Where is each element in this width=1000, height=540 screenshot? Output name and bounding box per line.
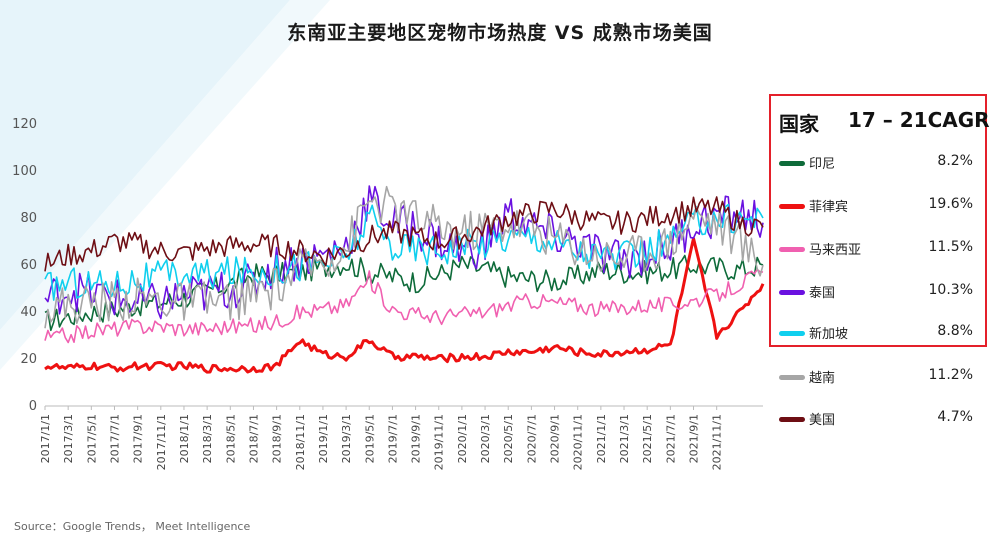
legend-swatch: [779, 290, 805, 295]
series-line-7: [44, 196, 764, 272]
y-tick-label: 40: [20, 305, 37, 320]
x-tick-label: 2021/7/1: [664, 414, 677, 463]
legend-swatch: [779, 417, 805, 422]
x-tick-label: 2017/3/1: [62, 414, 75, 463]
series-line-2: [44, 236, 765, 374]
legend-item: 菲律宾 19.6%: [779, 195, 979, 217]
legend-item: 印尼 8.2%: [779, 152, 979, 174]
legend-cagr-value: 8.8%: [937, 323, 973, 339]
x-tick-label: 2021/1/1: [595, 414, 608, 463]
x-tick-label: 2018/9/1: [271, 414, 284, 463]
legend-cagr-value: 4.7%: [937, 409, 973, 425]
x-tick-label: 2021/9/1: [688, 414, 701, 463]
legend-swatch: [779, 375, 805, 380]
legend-label: 新加坡: [809, 327, 849, 342]
legend-header-cagr: 17 – 21CAGR: [848, 108, 990, 132]
x-tick-label: 2017/7/1: [108, 414, 121, 463]
highlight-box: [769, 94, 987, 347]
x-tick-label: 2019/1/1: [317, 414, 330, 463]
y-tick-label: 60: [20, 258, 37, 273]
legend-item: 美国 4.7%: [779, 408, 979, 430]
y-tick-label: 120: [12, 117, 37, 132]
x-tick-label: 2020/1/1: [456, 414, 469, 463]
x-tick-label: 2017/5/1: [85, 414, 98, 463]
legend-item: 越南 11.2%: [779, 366, 979, 388]
x-tick-label: 2018/11/1: [294, 414, 307, 470]
legend-cagr-value: 19.6%: [928, 196, 973, 212]
legend-swatch: [779, 161, 805, 166]
legend-item: 马来西亚 11.5%: [779, 238, 979, 260]
x-tick-label: 2019/9/1: [410, 414, 423, 463]
legend-label: 马来西亚: [809, 243, 862, 258]
x-tick-label: 2020/11/1: [572, 414, 585, 470]
x-tick-label: 2020/9/1: [549, 414, 562, 463]
x-tick-label: 2020/7/1: [525, 414, 538, 463]
x-tick-label: 2018/5/1: [224, 414, 237, 463]
legend-label: 美国: [809, 413, 836, 428]
x-tick-label: 2020/5/1: [502, 414, 515, 463]
series-line-5: [44, 203, 764, 301]
legend-swatch: [779, 331, 805, 336]
legend-cagr-value: 11.5%: [928, 239, 973, 255]
y-tick-label: 100: [12, 164, 37, 179]
series-line-3: [44, 268, 764, 344]
x-tick-label: 2019/5/1: [363, 414, 376, 463]
x-tick-label: 2019/3/1: [340, 414, 353, 463]
legend-cagr-value: 8.2%: [937, 153, 973, 169]
y-tick-label: 0: [29, 399, 37, 414]
legend-label: 泰国: [809, 286, 836, 301]
legend-item: 新加坡 8.8%: [779, 322, 979, 344]
x-tick-label: 2017/1/1: [39, 414, 52, 463]
x-tick-label: 2017/11/1: [155, 414, 168, 470]
x-tick-label: 2017/9/1: [132, 414, 145, 463]
x-tick-label: 2021/5/1: [641, 414, 654, 463]
legend-swatch: [779, 204, 805, 209]
x-tick-label: 2021/11/1: [711, 414, 724, 470]
x-tick-label: 2018/3/1: [201, 414, 214, 463]
x-tick-label: 2021/3/1: [618, 414, 631, 463]
legend-label: 菲律宾: [809, 200, 849, 215]
x-tick-label: 2019/11/1: [433, 414, 446, 470]
series-line-6: [44, 185, 764, 329]
x-tick-label: 2019/7/1: [386, 414, 399, 463]
source-note: Source：Google Trends， Meet Intelligence: [14, 520, 251, 533]
chart-title: 东南亚主要地区宠物市场热度 VS 成熟市场美国: [287, 22, 713, 44]
legend-label: 印尼: [809, 157, 836, 172]
x-tick-label: 2018/7/1: [247, 414, 260, 463]
legend-cagr-value: 11.2%: [928, 367, 973, 383]
legend-label: 越南: [809, 371, 836, 386]
legend-swatch: [779, 247, 805, 252]
y-tick-label: 20: [20, 352, 37, 367]
legend-header-country: 国家: [779, 112, 819, 136]
x-tick-label: 2018/1/1: [178, 414, 191, 463]
x-tick-label: 2020/3/1: [479, 414, 492, 463]
legend-cagr-value: 10.3%: [928, 282, 973, 298]
y-tick-label: 80: [20, 211, 37, 226]
legend-item: 泰国 10.3%: [779, 281, 979, 303]
